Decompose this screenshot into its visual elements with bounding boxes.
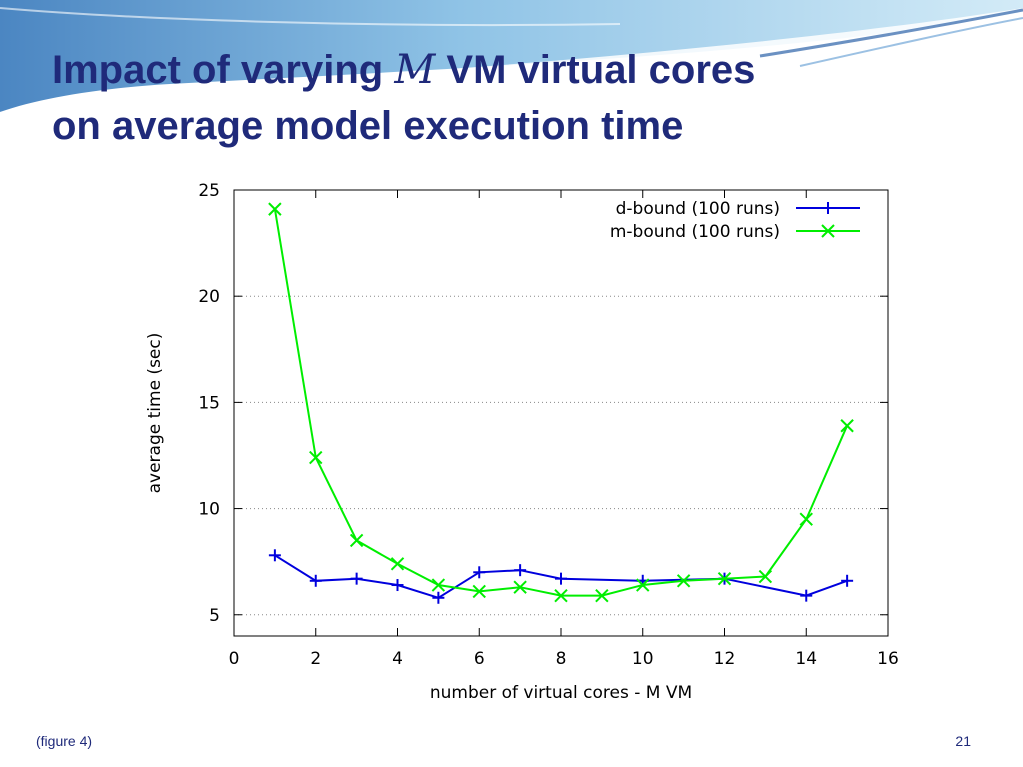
series-2-point-10 <box>636 578 650 592</box>
x-tick-label-6: 6 <box>474 649 485 669</box>
legend: d-bound (100 runs) m-bound (100 runs) <box>610 199 860 242</box>
y-tick-label-10: 10 <box>198 500 220 520</box>
series-2-point-5 <box>431 578 446 592</box>
title-m-symbol: M <box>394 47 436 93</box>
x-tick-label-14: 14 <box>795 649 817 669</box>
legend-marker-1 <box>822 202 834 214</box>
x-axis-label: number of virtual cores - M VM <box>430 683 692 703</box>
series-2-point-13 <box>758 569 773 584</box>
series-1-point-12 <box>841 574 854 587</box>
legend-marker-2 <box>821 224 835 238</box>
title-text-part-2: VM virtual cores <box>435 48 756 92</box>
series-2-point-1 <box>268 202 282 216</box>
plot-frame <box>233 189 889 637</box>
slide-title-line-2: on average model execution time <box>52 104 684 148</box>
x-tick-label-12: 12 <box>714 649 736 669</box>
series-2-point-8 <box>554 588 568 603</box>
axis-ticks: 5 10 15 20 25 0 2 4 6 8 10 12 14 16 <box>198 181 898 669</box>
series-2-point-12 <box>717 571 732 586</box>
series-2-point-2 <box>309 450 323 465</box>
series-2-point-4 <box>390 557 405 571</box>
y-tick-label-20: 20 <box>198 287 220 307</box>
legend-label-2: m-bound (100 runs) <box>610 222 780 242</box>
y-tick-label-25: 25 <box>198 181 220 201</box>
series-1-point-2 <box>309 574 322 587</box>
x-tick-label-8: 8 <box>556 649 567 669</box>
series-2 <box>268 202 854 603</box>
series-1-line <box>274 554 848 599</box>
x-tick-label-2: 2 <box>310 649 321 669</box>
chart-panel: 5 10 15 20 25 0 2 4 6 8 10 12 14 16 d-bound (100 runs… <box>108 168 920 708</box>
legend-label-1: d-bound (100 runs) <box>616 199 780 219</box>
grid-lines <box>234 295 888 616</box>
series-1-point-6 <box>473 566 486 579</box>
page-number: 21 <box>955 733 971 749</box>
x-tick-label-16: 16 <box>877 649 899 669</box>
series-lines <box>268 202 854 604</box>
title-text-part-1: Impact of varying <box>52 48 395 92</box>
figure-note: (figure 4) <box>36 733 93 749</box>
series-1-point-5 <box>432 591 445 604</box>
line-chart: 5 10 15 20 25 0 2 4 6 8 10 12 14 16 d-bound (100 runs… <box>145 181 899 703</box>
y-tick-label-5: 5 <box>209 606 220 626</box>
series-1 <box>268 549 854 604</box>
x-tick-label-4: 4 <box>392 649 403 669</box>
series-1-point-3 <box>350 572 363 585</box>
series-1-point-7 <box>514 564 527 577</box>
series-1-point-1 <box>268 549 281 562</box>
series-1-point-8 <box>555 572 567 585</box>
series-2-point-7 <box>513 580 527 594</box>
series-2-point-11 <box>676 574 691 588</box>
series-2-point-6 <box>472 584 486 599</box>
x-tick-label-10: 10 <box>632 649 654 669</box>
slide-title-line-1: Impact of varying M VM virtual cores <box>52 42 952 98</box>
y-tick-label-15: 15 <box>198 393 220 413</box>
series-2-point-14 <box>799 512 813 526</box>
series-2-point-9 <box>595 588 609 603</box>
series-2-point-15 <box>840 419 854 433</box>
series-1-point-4 <box>391 579 404 592</box>
series-2-point-3 <box>349 533 364 548</box>
slide-title: Impact of varying M VM virtual cores on … <box>52 42 952 154</box>
x-tick-label-0: 0 <box>229 649 240 669</box>
y-axis-label: average time (sec) <box>145 333 165 494</box>
series-1-point-11 <box>800 589 813 602</box>
